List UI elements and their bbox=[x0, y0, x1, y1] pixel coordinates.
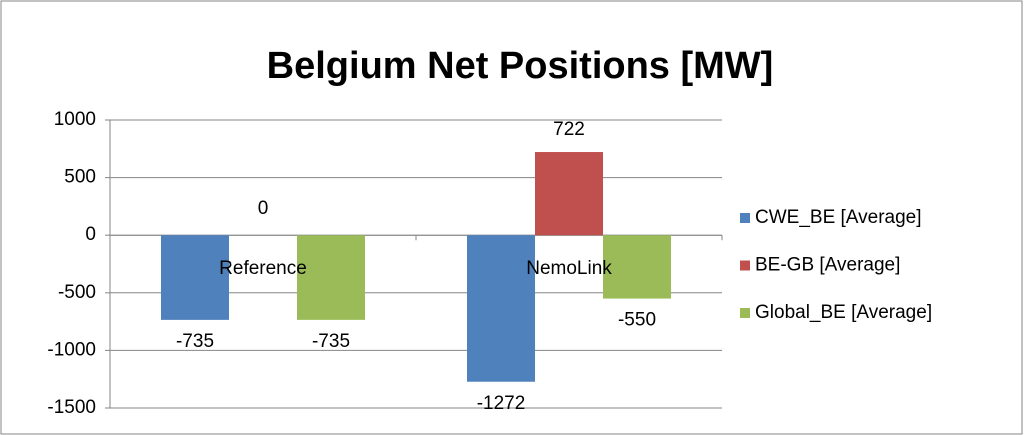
y-tick-label: -1500 bbox=[47, 397, 96, 418]
y-tick-label: 0 bbox=[85, 224, 96, 245]
y-tick-label: 1000 bbox=[54, 109, 96, 130]
bar bbox=[297, 235, 365, 320]
legend-swatch bbox=[740, 308, 750, 318]
chart-title: Belgium Net Positions [MW] bbox=[267, 45, 774, 87]
legend-swatch bbox=[740, 213, 750, 223]
legend-swatch bbox=[740, 260, 750, 271]
y-tick-label: -1000 bbox=[47, 339, 96, 360]
bar bbox=[161, 235, 229, 320]
bar bbox=[467, 235, 535, 382]
bar bbox=[603, 235, 671, 299]
data-label: 722 bbox=[553, 119, 585, 140]
data-label: -735 bbox=[312, 331, 350, 352]
legend-label: Global_BE [Average] bbox=[755, 302, 932, 323]
bar bbox=[535, 152, 603, 236]
y-tick-label: -500 bbox=[58, 282, 96, 303]
data-label: 0 bbox=[258, 198, 269, 219]
data-label: -735 bbox=[176, 331, 214, 352]
x-tick-label: NemoLink bbox=[526, 258, 612, 279]
y-tick-label: 500 bbox=[64, 167, 96, 188]
legend-label: BE-GB [Average] bbox=[755, 255, 900, 276]
data-label: -550 bbox=[618, 310, 656, 331]
legend-label: CWE_BE [Average] bbox=[755, 207, 922, 228]
x-tick-label: Reference bbox=[219, 258, 307, 279]
data-label: -1272 bbox=[477, 393, 526, 414]
